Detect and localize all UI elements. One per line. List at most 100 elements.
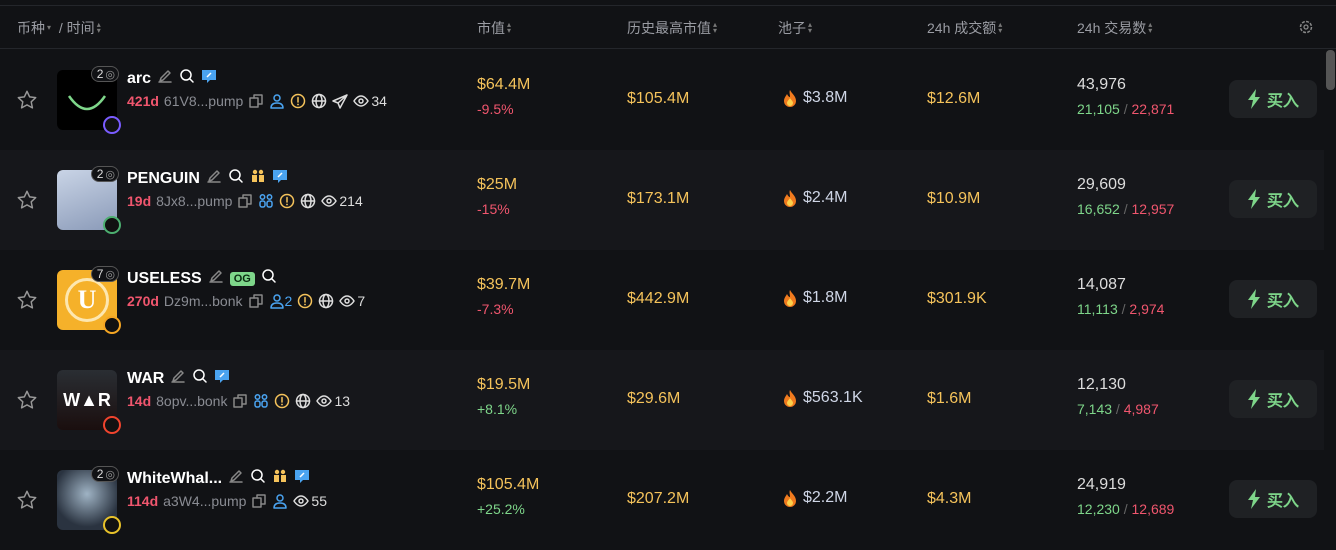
warning-icon[interactable] bbox=[297, 293, 313, 309]
edit-icon[interactable] bbox=[228, 468, 244, 489]
token-name[interactable]: USELESS bbox=[127, 269, 202, 287]
chart-icon: ◎ bbox=[105, 168, 115, 181]
sort-txns[interactable]: 24h 交易数 ▴ ▾ bbox=[1077, 18, 1152, 38]
group-icon[interactable] bbox=[253, 393, 269, 409]
volume-24h: $10.9M bbox=[927, 190, 981, 207]
favorite-star-icon[interactable] bbox=[16, 389, 38, 411]
search-icon[interactable] bbox=[250, 468, 266, 489]
fire-icon bbox=[784, 90, 796, 107]
token-name[interactable]: WAR bbox=[127, 369, 165, 387]
token-avatar[interactable]: 2 ◎ bbox=[57, 166, 121, 234]
user-icon[interactable] bbox=[272, 493, 288, 509]
edit-icon[interactable] bbox=[206, 168, 222, 189]
search-icon[interactable] bbox=[192, 368, 208, 389]
token-address[interactable]: a3W4...pump bbox=[163, 493, 247, 509]
token-age: 421d bbox=[127, 93, 159, 109]
token-name[interactable]: PENGUIN bbox=[127, 169, 200, 187]
gear-icon[interactable] bbox=[1298, 19, 1314, 35]
globe-icon[interactable] bbox=[311, 93, 327, 109]
globe-icon[interactable] bbox=[300, 193, 316, 209]
buy-count: 11,113 bbox=[1077, 301, 1118, 317]
search-icon[interactable] bbox=[261, 268, 277, 289]
buy-label: 买入 bbox=[1266, 93, 1299, 110]
user-icon[interactable]: 2 bbox=[269, 293, 292, 309]
copy-icon[interactable] bbox=[251, 493, 267, 509]
ath-market-cap: $29.6M bbox=[627, 390, 681, 407]
token-avatar[interactable]: U 7 ◎ bbox=[57, 266, 121, 334]
sell-count: 12,689 bbox=[1131, 501, 1175, 517]
fire-icon bbox=[784, 490, 796, 507]
sort-mcap[interactable]: 市值 ▴ ▾ bbox=[477, 18, 511, 38]
pool-liquidity: $2.4M bbox=[803, 189, 848, 206]
views-count: 34 bbox=[371, 93, 387, 109]
lightning-icon bbox=[1247, 489, 1260, 509]
user-icon[interactable] bbox=[269, 93, 285, 109]
header-time[interactable]: / 时间 bbox=[58, 20, 95, 36]
buy-button[interactable]: 买入 bbox=[1229, 280, 1317, 318]
lightning-icon bbox=[1247, 289, 1260, 309]
token-age: 19d bbox=[127, 193, 152, 209]
table-row[interactable]: W▲R WAR 14d 8opv...bonk 13 $19.5M +8.1% $2… bbox=[0, 350, 1324, 450]
sort-coin[interactable]: 币种 ▾ / 时间 ▴ ▾ bbox=[17, 18, 101, 38]
warning-icon[interactable] bbox=[279, 193, 295, 209]
search-icon[interactable] bbox=[179, 68, 195, 89]
sort-icon: ▴ ▾ bbox=[1148, 20, 1153, 35]
sell-count: 12,957 bbox=[1131, 201, 1175, 217]
buy-button[interactable]: 买入 bbox=[1229, 80, 1317, 118]
sort-pool[interactable]: 池子 ▴ ▾ bbox=[778, 18, 812, 38]
sort-icon: ▴ ▾ bbox=[998, 20, 1003, 35]
copy-icon[interactable] bbox=[237, 193, 253, 209]
lightning-icon bbox=[1247, 189, 1260, 209]
sell-count: 22,871 bbox=[1131, 101, 1175, 117]
ath-market-cap: $105.4M bbox=[627, 90, 690, 107]
table-row[interactable]: 2 ◎ arc 421d 61V8...pump 34 $64.4M -9.5% $1… bbox=[0, 50, 1324, 150]
copy-icon[interactable] bbox=[248, 93, 264, 109]
token-address[interactable]: 8Jx8...pump bbox=[156, 193, 233, 209]
token-address[interactable]: 8opv...bonk bbox=[156, 393, 228, 409]
edit-icon[interactable] bbox=[170, 368, 186, 389]
market-cap-change: +25.2% bbox=[477, 501, 525, 517]
buy-button[interactable]: 买入 bbox=[1229, 180, 1317, 218]
table-row[interactable]: U 7 ◎ USELESS OG 270d Dz9m...bonk 2 7 $39.7M … bbox=[0, 250, 1324, 350]
sort-icon: ▴ ▾ bbox=[96, 20, 101, 35]
buy-button[interactable]: 买入 bbox=[1229, 380, 1317, 418]
token-avatar[interactable]: 2 ◎ bbox=[57, 66, 121, 134]
token-age: 114d bbox=[127, 493, 159, 509]
edit-icon[interactable] bbox=[208, 268, 224, 289]
token-name[interactable]: arc bbox=[127, 69, 152, 87]
sort-volume[interactable]: 24h 成交额 ▴ ▾ bbox=[927, 18, 1002, 38]
og-badge: OG bbox=[229, 271, 255, 286]
sell-count: 2,974 bbox=[1129, 301, 1165, 317]
team-icon bbox=[250, 168, 266, 189]
search-icon[interactable] bbox=[228, 168, 244, 189]
scrollbar[interactable] bbox=[1326, 50, 1335, 90]
sell-count: 4,987 bbox=[1123, 401, 1159, 417]
header-ath: 历史最高市值 bbox=[627, 20, 711, 36]
token-name[interactable]: WhiteWhal... bbox=[127, 469, 223, 487]
token-avatar[interactable]: 2 ◎ bbox=[57, 466, 121, 534]
favorite-star-icon[interactable] bbox=[16, 489, 38, 511]
buy-button[interactable]: 买入 bbox=[1229, 480, 1317, 518]
token-address[interactable]: 61V8...pump bbox=[163, 93, 244, 109]
table-row[interactable]: 2 ◎ PENGUIN 19d 8Jx8...pump 214 $25M -15% $… bbox=[0, 150, 1324, 250]
favorite-star-icon[interactable] bbox=[16, 89, 38, 111]
token-address[interactable]: Dz9m...bonk bbox=[163, 293, 243, 309]
globe-icon[interactable] bbox=[295, 393, 311, 409]
header-txns: 24h 交易数 bbox=[1077, 20, 1147, 36]
copy-icon[interactable] bbox=[232, 393, 248, 409]
table-row[interactable]: 2 ◎ WhiteWhal... 114d a3W4...pump 55 $105.4… bbox=[0, 450, 1324, 550]
favorite-star-icon[interactable] bbox=[16, 289, 38, 311]
dropdown-icon: ▾ bbox=[47, 23, 52, 32]
token-avatar[interactable]: W▲R bbox=[57, 370, 121, 434]
edit-icon[interactable] bbox=[157, 68, 173, 89]
txns-24h: 12,130 bbox=[1077, 376, 1126, 393]
sort-ath[interactable]: 历史最高市值 ▴ ▾ bbox=[627, 18, 717, 38]
warning-icon[interactable] bbox=[274, 393, 290, 409]
warning-icon[interactable] bbox=[290, 93, 306, 109]
copy-icon[interactable] bbox=[248, 293, 264, 309]
group-icon[interactable] bbox=[258, 193, 274, 209]
market-cap-change: -15% bbox=[477, 201, 510, 217]
telegram-icon[interactable] bbox=[332, 93, 349, 109]
favorite-star-icon[interactable] bbox=[16, 189, 38, 211]
globe-icon[interactable] bbox=[318, 293, 334, 309]
